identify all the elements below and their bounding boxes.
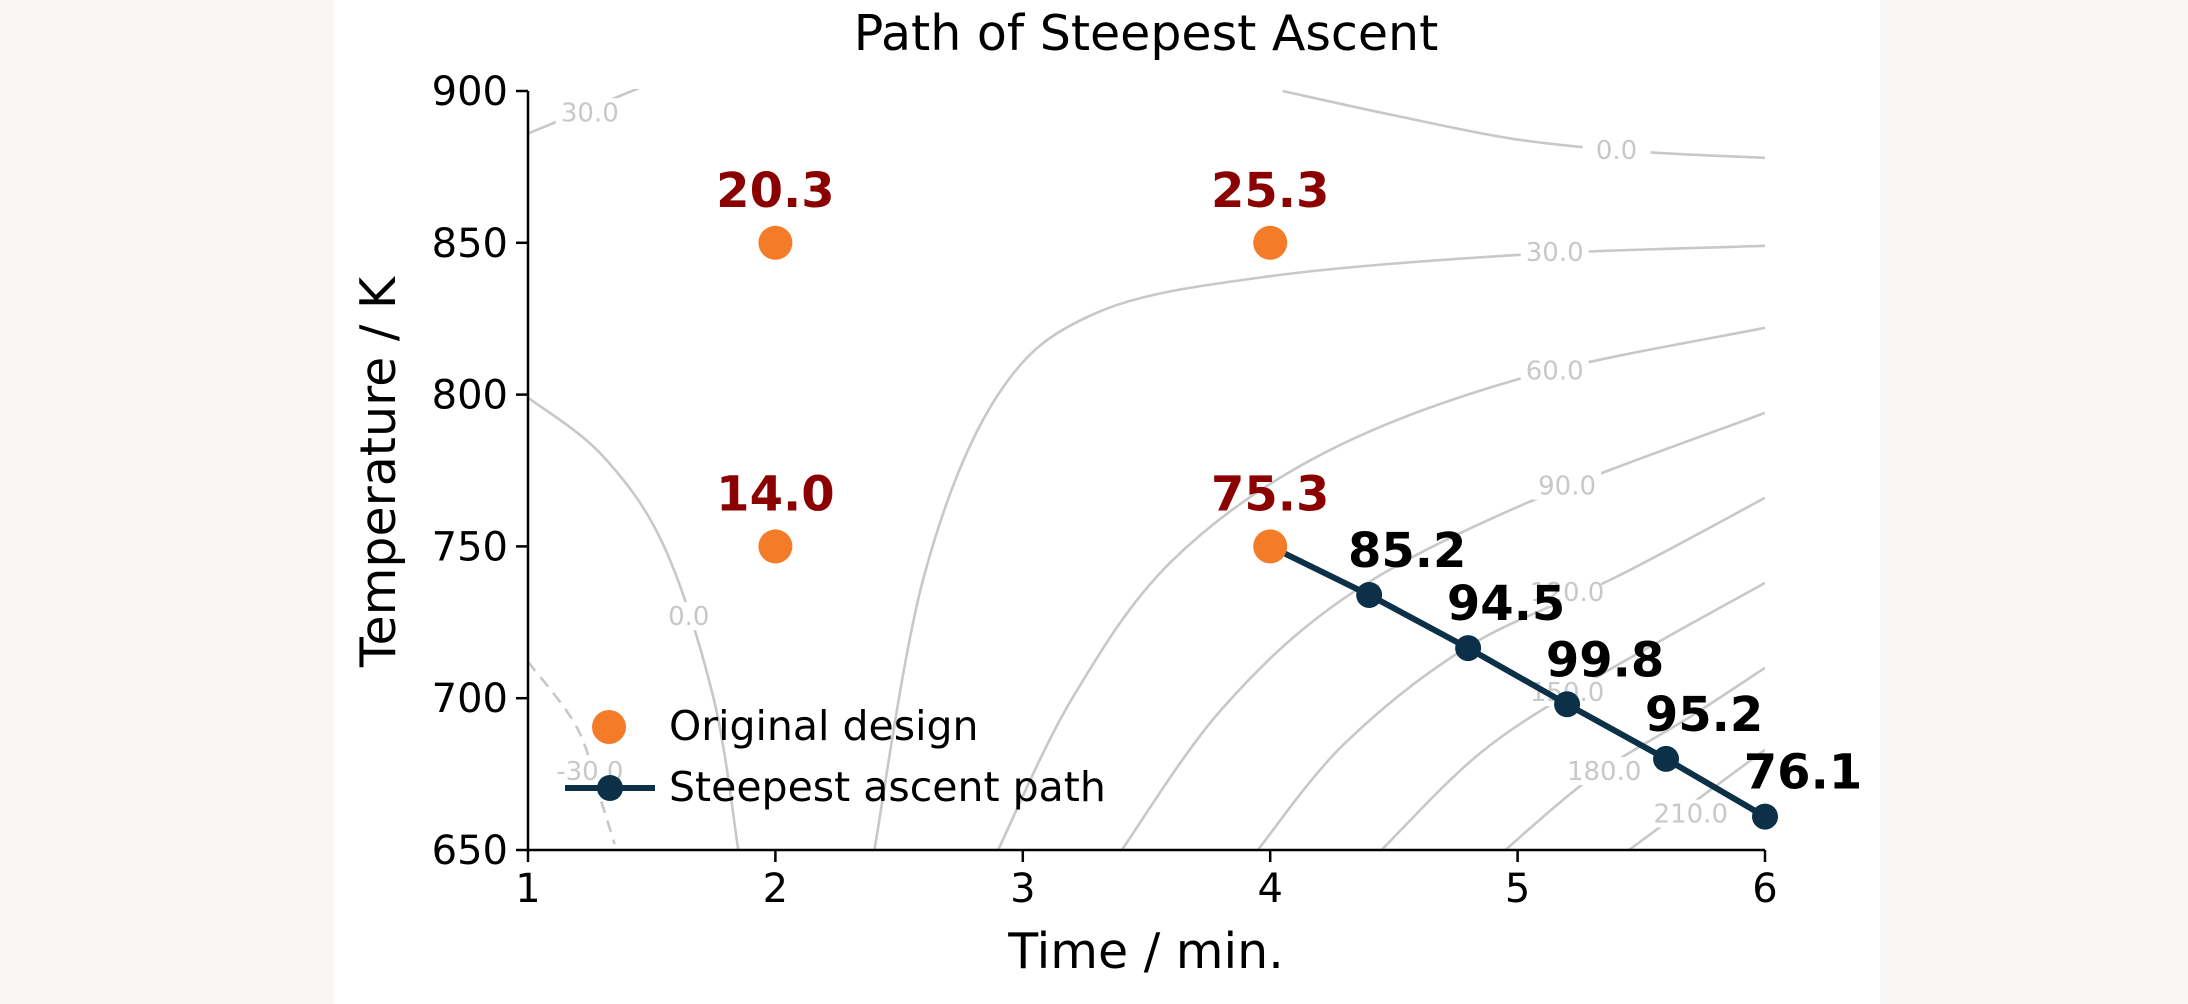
path-line: [1268, 543, 1767, 820]
path-point-3: [1554, 691, 1581, 718]
contour-label-7: 180.0: [1567, 757, 1641, 787]
design-point-0: [758, 225, 793, 260]
contour-labels: 30.00.030.060.090.0120.0150.0180.0210.00…: [555, 98, 1728, 830]
contour-label-bg-3: [1520, 356, 1589, 385]
x-axis-label: Time / min.: [1007, 923, 1284, 980]
x-tick-label-5: 6: [1752, 866, 1777, 912]
contour-line-1: [1282, 89, 1765, 160]
contour-line-2: [873, 244, 1765, 850]
x-tick-label-1: 2: [763, 866, 788, 912]
design-point-3: [1253, 529, 1288, 564]
path-value-label-3: 99.8: [1546, 632, 1664, 688]
y-tick-label-4: 850: [432, 221, 508, 267]
contour-label-bg-0: [555, 98, 624, 127]
x-tick-label-0: 1: [515, 866, 540, 912]
contour-label-9: 0.0: [668, 602, 709, 632]
contour-label-bg-7: [1570, 757, 1639, 786]
contour-label-8: 210.0: [1654, 800, 1728, 830]
contour-line-8: [1628, 748, 1765, 850]
path-value-label-4: 95.2: [1645, 687, 1763, 743]
value-labels: 20.3 25.3 14.0 75.3 85.294.599.895.276.1: [716, 163, 1862, 801]
path-point-5: [1752, 803, 1778, 830]
design-value-label-0: 20.3: [716, 163, 834, 219]
design-value-label-1: 25.3: [1211, 163, 1329, 219]
legend: Original design Steepest ascent path: [565, 702, 1106, 811]
contour-line-9: [528, 396, 740, 850]
path-value-label-2: 94.5: [1447, 576, 1565, 632]
contour-line-6: [1380, 581, 1765, 850]
figure-background: [333, 0, 1880, 1004]
chart-title: Path of Steepest Ascent: [854, 5, 1439, 62]
y-tick-label-5: 900: [432, 69, 508, 115]
contour-label-4: 90.0: [1538, 472, 1596, 502]
axes: 1 2 3 4 5 6 650 700 750 800 850 900: [432, 69, 1778, 912]
contour-label-2: 30.0: [1526, 238, 1584, 268]
legend-marker-path: [597, 775, 623, 801]
contour-label-5: 120.0: [1530, 578, 1604, 608]
y-tick-label-2: 750: [432, 524, 508, 570]
design-point-2: [758, 529, 793, 564]
contour-label-bg-1: [1582, 136, 1651, 165]
contour-line-10: [528, 660, 616, 845]
y-tick-label-3: 800: [432, 373, 508, 419]
design-value-label-2: 14.0: [716, 466, 834, 522]
contour-label-bg-8: [1656, 799, 1725, 828]
contour-label-0: 30.0: [561, 98, 619, 128]
contour-line-7: [1504, 666, 1765, 850]
y-tick-label-1: 700: [432, 676, 508, 722]
contour-label-bg-4: [1533, 471, 1602, 500]
x-tick-label-2: 3: [1010, 866, 1035, 912]
original-design-points: [758, 225, 1288, 564]
path-value-label-1: 85.2: [1348, 523, 1466, 579]
x-tick-label-4: 5: [1505, 866, 1530, 912]
design-value-label-3: 75.3: [1211, 466, 1329, 522]
path-point-2: [1455, 635, 1482, 662]
contour-label-bg-2: [1520, 237, 1589, 266]
legend-label-design: Original design: [669, 702, 978, 750]
path-value-label-5: 76.1: [1744, 745, 1862, 801]
contour-label-3: 60.0: [1526, 356, 1584, 386]
x-tick-label-3: 4: [1257, 866, 1282, 912]
design-point-1: [1253, 225, 1288, 260]
path-point-4: [1653, 745, 1680, 772]
contour-label-1: 0.0: [1596, 136, 1637, 166]
y-axis-label: Temperature / K: [350, 275, 407, 668]
y-tick-label-0: 650: [432, 828, 508, 874]
contour-line-3: [996, 326, 1765, 850]
contour-label-bg-5: [1533, 577, 1602, 606]
path-point-1: [1356, 581, 1383, 608]
contour-label-bg-9: [654, 602, 723, 631]
legend-marker-design: [592, 710, 626, 744]
legend-label-path: Steepest ascent path: [669, 763, 1106, 811]
